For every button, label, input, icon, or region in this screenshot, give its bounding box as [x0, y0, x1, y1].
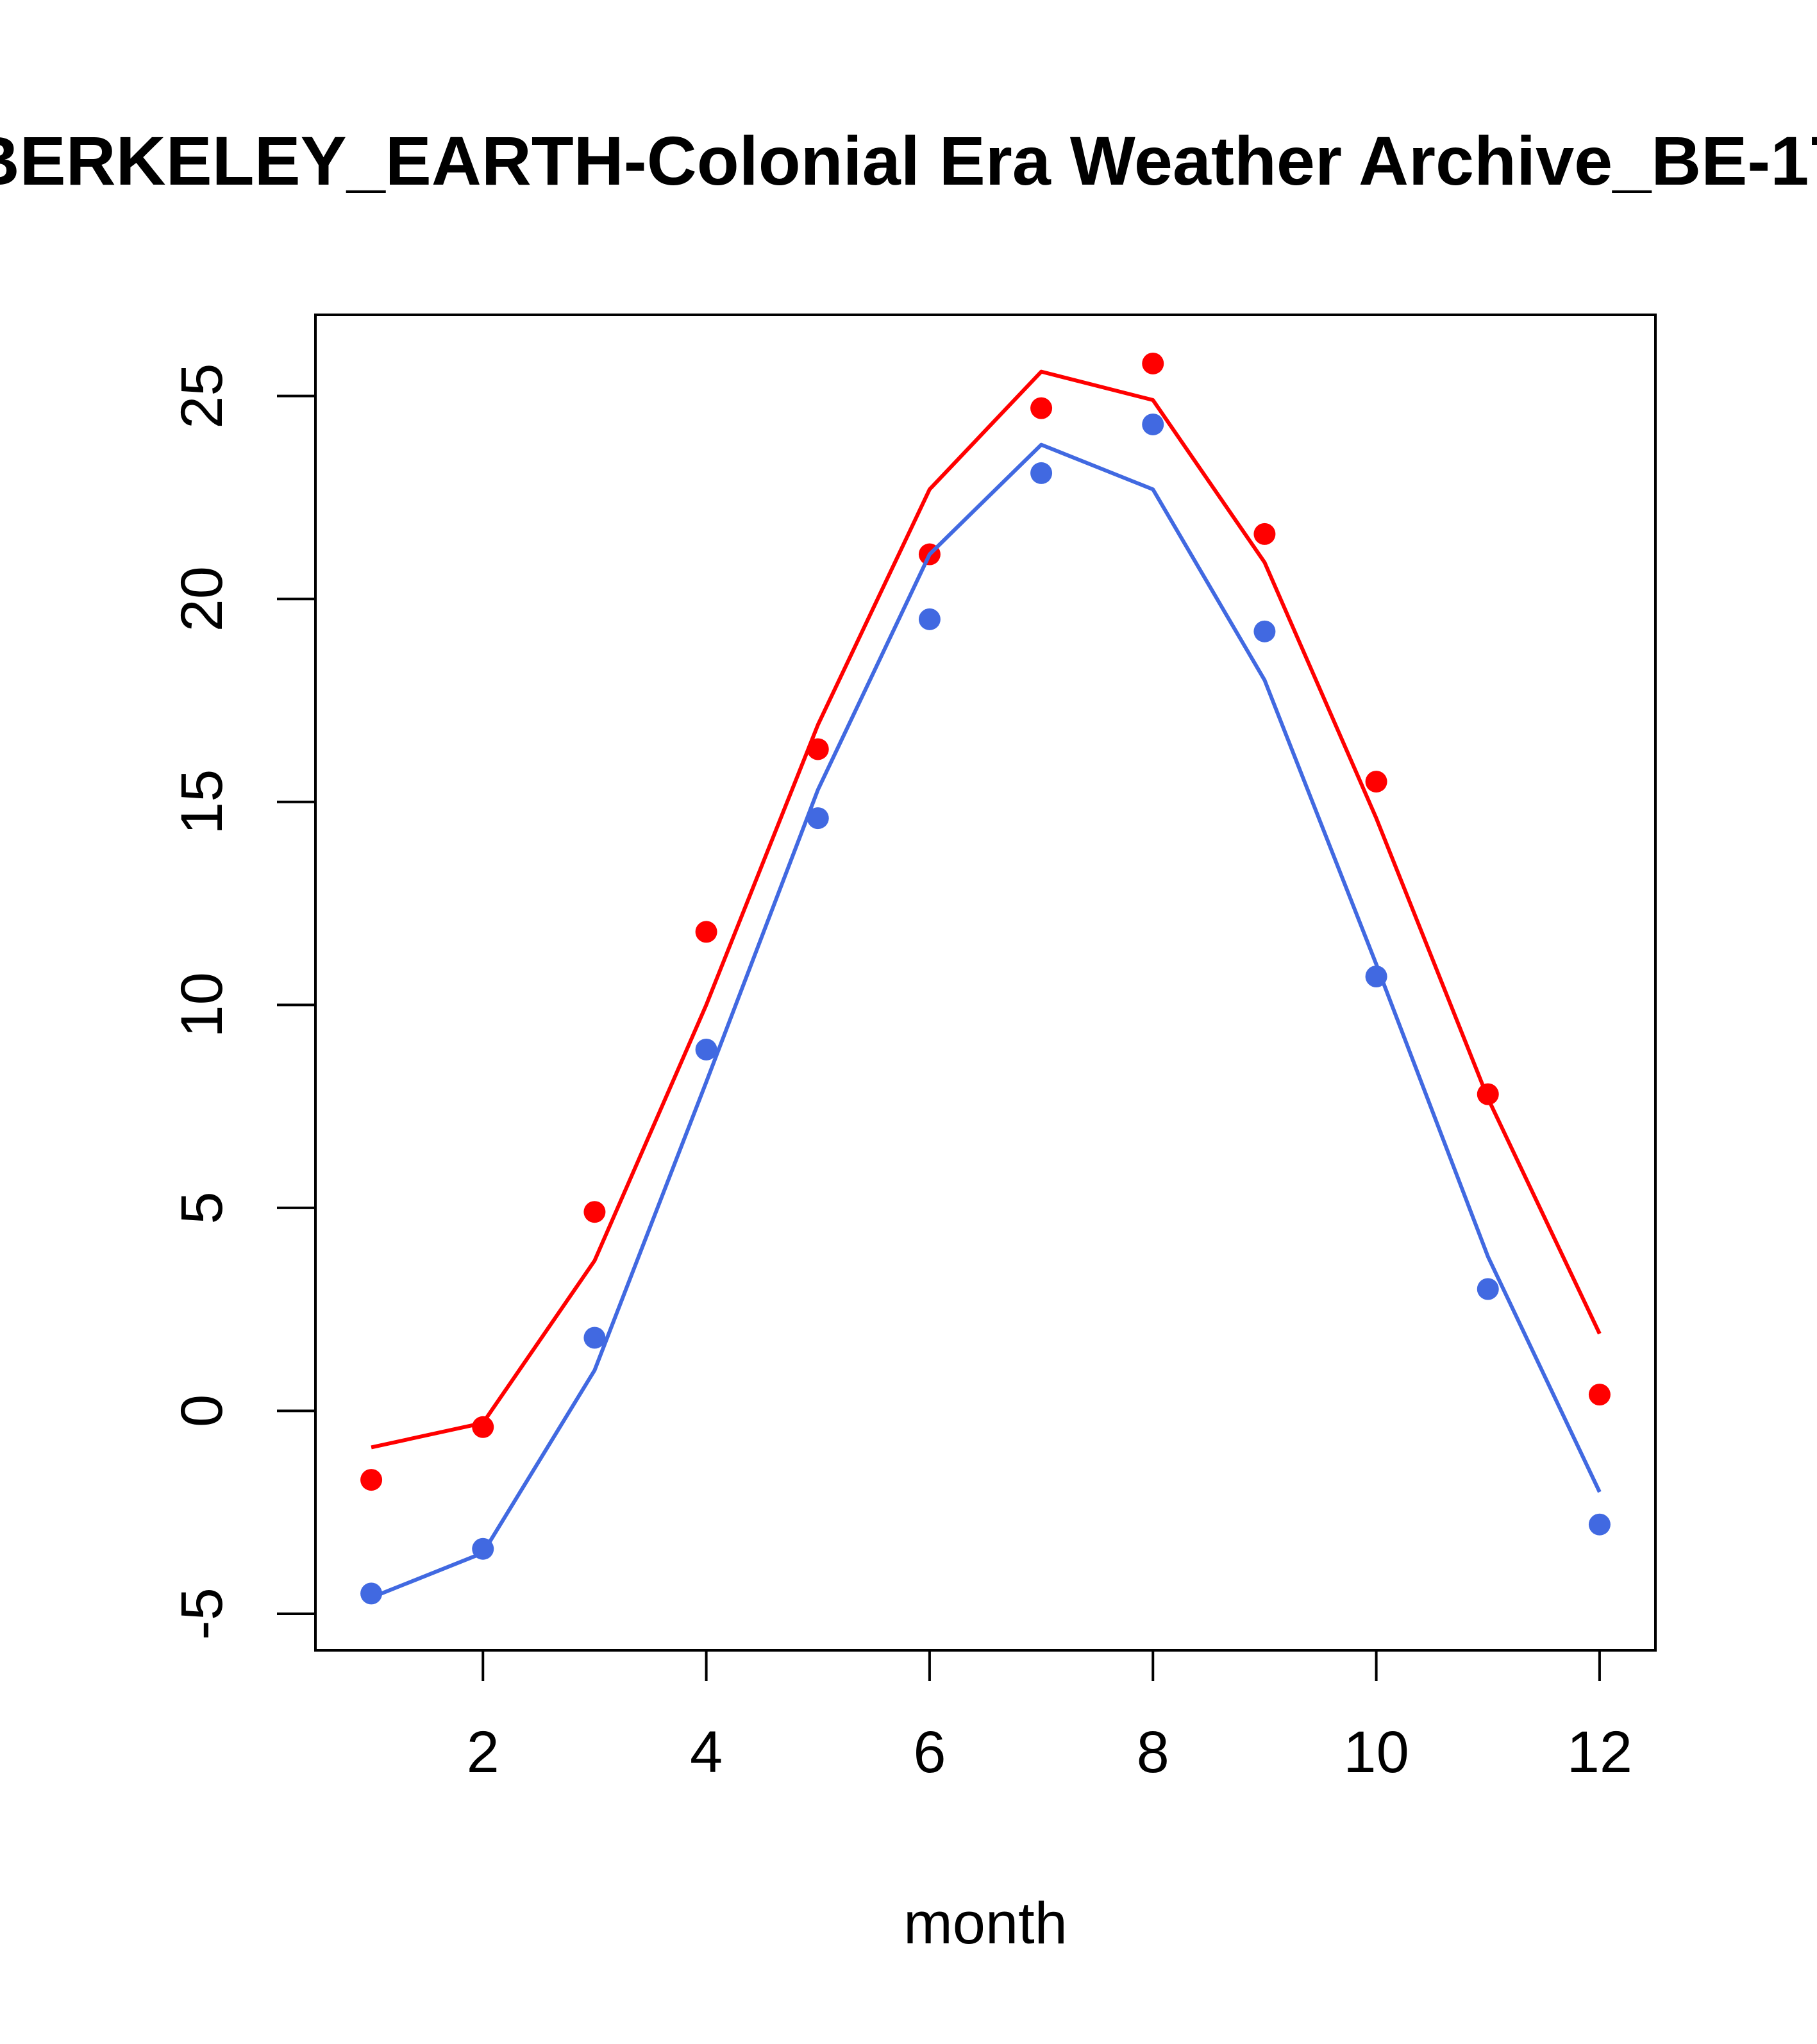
series-3-point-7	[1030, 462, 1053, 484]
x-tick-label-2: 2	[467, 1720, 499, 1785]
series-3-point-1	[360, 1582, 383, 1605]
x-tick-label-10: 10	[1343, 1720, 1409, 1785]
series-1-point-9	[1253, 523, 1276, 545]
series-0	[371, 369, 1602, 1450]
series-1-point-3	[583, 1201, 606, 1223]
series-1-point-2	[472, 1416, 494, 1438]
y-axis: -5 0 5 10 15 20 25	[169, 363, 317, 1640]
x-tick-label-6: 6	[913, 1720, 946, 1785]
series-1-point-8	[1142, 352, 1164, 374]
x-tick-label-4: 4	[690, 1720, 723, 1785]
series-3-point-12	[1588, 1513, 1611, 1536]
series-3-point-4	[695, 1038, 717, 1060]
series-1-point-11	[1477, 1083, 1499, 1105]
series-1-point-4	[695, 921, 717, 943]
y-tick-label-10: 10	[169, 972, 235, 1037]
series-3-point-8	[1142, 413, 1164, 435]
y-tick-label--5: -5	[169, 1587, 235, 1640]
series-1-point-12	[1588, 1384, 1611, 1406]
series-2	[370, 442, 1602, 1600]
series-3-point-10	[1365, 966, 1387, 988]
series-layer	[360, 352, 1611, 1605]
chart-title: BERKELEY_EARTH-Colonial Era Weather Arch…	[0, 122, 1817, 199]
x-tick-label-8: 8	[1137, 1720, 1169, 1785]
series-0-line	[371, 369, 1602, 1450]
series-1-point-5	[807, 738, 829, 760]
plot-frame	[314, 314, 1657, 1652]
series-3-point-2	[472, 1537, 494, 1560]
series-3-point-11	[1477, 1278, 1499, 1300]
series-1-point-7	[1030, 397, 1053, 419]
series-3-point-3	[583, 1327, 606, 1349]
series-1-point-10	[1365, 771, 1387, 793]
series-3-point-6	[918, 608, 941, 630]
y-tick-label-25: 25	[169, 363, 235, 428]
x-tick-label-12: 12	[1567, 1720, 1632, 1785]
y-tick-label-20: 20	[169, 566, 235, 632]
x-axis: 2 4 6 8 10 12	[467, 1649, 1632, 1785]
x-axis-label: month	[903, 1891, 1068, 1956]
y-tick-label-5: 5	[169, 1191, 235, 1224]
y-tick-label-0: 0	[169, 1395, 235, 1427]
series-3	[360, 413, 1611, 1605]
series-3-point-5	[807, 807, 829, 830]
series-3-point-9	[1253, 620, 1276, 642]
series-2-line	[370, 442, 1602, 1600]
series-1	[360, 352, 1611, 1491]
series-1-point-1	[360, 1469, 383, 1491]
y-tick-label-15: 15	[169, 769, 235, 835]
